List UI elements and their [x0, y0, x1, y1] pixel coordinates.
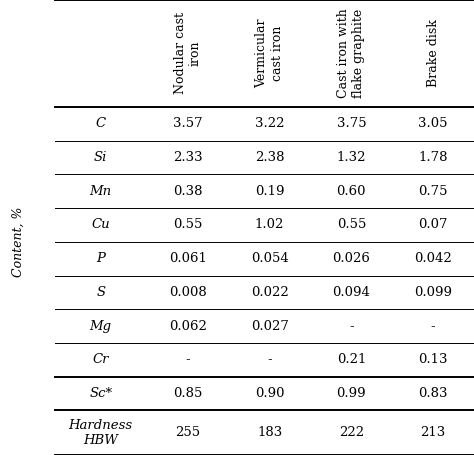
Text: 0.062: 0.062: [169, 320, 207, 333]
Text: 0.21: 0.21: [337, 354, 366, 366]
Text: 0.38: 0.38: [173, 185, 202, 198]
Text: Sc*: Sc*: [89, 387, 112, 400]
Text: Brake disk: Brake disk: [427, 20, 439, 87]
Text: Nodular cast
iron: Nodular cast iron: [174, 12, 202, 95]
Text: 1.78: 1.78: [419, 151, 448, 164]
Text: 0.027: 0.027: [251, 320, 289, 333]
Text: 3.22: 3.22: [255, 117, 284, 130]
Text: 0.85: 0.85: [173, 387, 202, 400]
Text: 0.026: 0.026: [332, 252, 370, 265]
Text: Content, %: Content, %: [11, 207, 25, 277]
Text: 0.19: 0.19: [255, 185, 284, 198]
Text: 0.061: 0.061: [169, 252, 207, 265]
Text: 3.75: 3.75: [337, 117, 366, 130]
Text: 1.32: 1.32: [337, 151, 366, 164]
Text: Mg: Mg: [90, 320, 112, 333]
Text: 3.57: 3.57: [173, 117, 202, 130]
Text: 0.054: 0.054: [251, 252, 289, 265]
Text: 0.75: 0.75: [419, 185, 448, 198]
Text: 1.02: 1.02: [255, 218, 284, 232]
Text: -: -: [185, 354, 190, 366]
Text: Cu: Cu: [91, 218, 110, 232]
Text: 0.13: 0.13: [419, 354, 448, 366]
Text: -: -: [349, 320, 354, 333]
Text: 0.99: 0.99: [337, 387, 366, 400]
Text: 213: 213: [420, 426, 446, 439]
Text: 2.38: 2.38: [255, 151, 284, 164]
Text: 0.042: 0.042: [414, 252, 452, 265]
Text: P: P: [96, 252, 105, 265]
Text: Si: Si: [94, 151, 108, 164]
Text: 0.55: 0.55: [173, 218, 202, 232]
Text: 0.55: 0.55: [337, 218, 366, 232]
Text: 2.33: 2.33: [173, 151, 202, 164]
Text: 0.022: 0.022: [251, 286, 289, 299]
Text: 0.90: 0.90: [255, 387, 284, 400]
Text: 0.099: 0.099: [414, 286, 452, 299]
Text: 0.83: 0.83: [419, 387, 448, 400]
Text: -: -: [431, 320, 436, 333]
Text: Hardness
HBW: Hardness HBW: [69, 419, 133, 447]
Text: Cr: Cr: [92, 354, 109, 366]
Text: S: S: [96, 286, 105, 299]
Text: 255: 255: [175, 426, 201, 439]
Text: C: C: [96, 117, 106, 130]
Text: Cast iron with
flake graphite: Cast iron with flake graphite: [337, 9, 365, 98]
Text: Vermicular
cast iron: Vermicular cast iron: [255, 19, 283, 88]
Text: 183: 183: [257, 426, 282, 439]
Text: 0.008: 0.008: [169, 286, 207, 299]
Text: 0.094: 0.094: [332, 286, 370, 299]
Text: 0.07: 0.07: [419, 218, 448, 232]
Text: Mn: Mn: [90, 185, 112, 198]
Text: 0.60: 0.60: [337, 185, 366, 198]
Text: -: -: [267, 354, 272, 366]
Text: 222: 222: [339, 426, 364, 439]
Text: 3.05: 3.05: [419, 117, 448, 130]
